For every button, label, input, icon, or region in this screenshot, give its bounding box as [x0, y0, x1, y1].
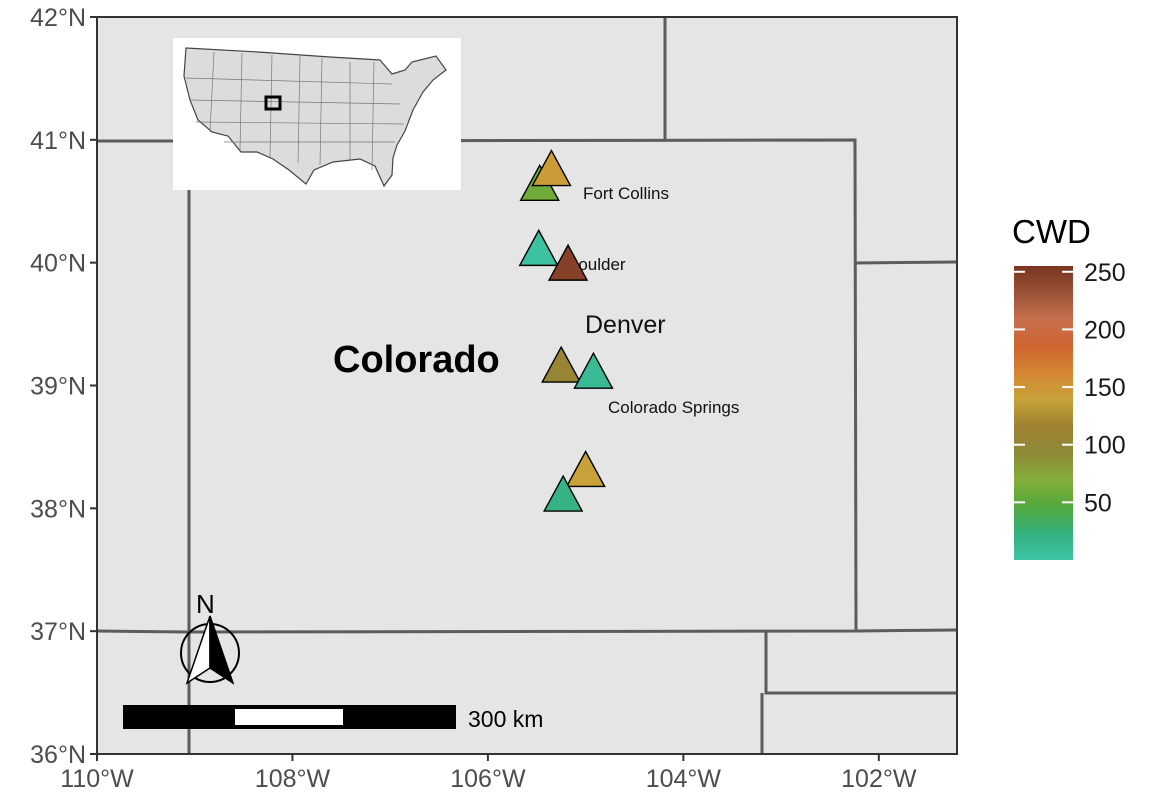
lat-tick-label: 41°N	[30, 127, 86, 155]
north-arrow-label: N	[196, 589, 215, 619]
lon-tick-label: 104°W	[646, 765, 722, 793]
oklahoma-border	[760, 631, 957, 754]
lat-tick-label: 42°N	[30, 4, 86, 32]
latitude-axis: 42°N 41°N 40°N 39°N 38°N 37°N 36°N	[30, 4, 97, 769]
legend-tick-label: 50	[1084, 489, 1112, 517]
cwd-triangle-marker	[565, 450, 606, 488]
cwd-legend: CWD 250 200 150 100 50	[1012, 213, 1126, 560]
cwd-triangle-marker	[531, 149, 572, 187]
cwd-triangle-marker	[518, 228, 559, 267]
lat-tick-label: 36°N	[30, 741, 86, 769]
lat-tick-label: 39°N	[30, 373, 86, 401]
cwd-markers	[518, 149, 614, 512]
cwd-triangle-marker	[541, 345, 582, 383]
lon-tick-label: 108°W	[255, 765, 331, 793]
city-label-colorado-springs: Colorado Springs	[608, 398, 739, 417]
lat-tick-label: 38°N	[30, 495, 86, 523]
usa-outline	[183, 47, 447, 188]
lon-tick-label: 106°W	[450, 765, 526, 793]
cwd-triangle-marker	[547, 243, 589, 281]
legend-tick-label: 150	[1084, 374, 1126, 402]
lat-tick-label: 37°N	[30, 618, 86, 646]
city-label-denver: Denver	[585, 311, 666, 339]
cwd-triangle-marker	[542, 474, 584, 512]
kansas-border	[854, 260, 957, 265]
city-labels: Fort Collins Boulder Denver Colorado Spr…	[567, 184, 739, 417]
city-label-fort-collins: Fort Collins	[583, 184, 669, 203]
lon-tick-label: 110°W	[60, 765, 134, 793]
new-mexico-border	[97, 628, 957, 634]
state-borders	[97, 17, 957, 754]
lat-tick-label: 40°N	[30, 250, 86, 278]
north-arrow: N	[180, 589, 240, 685]
legend-tick-label: 250	[1084, 259, 1126, 287]
scale-bar-label: 300 km	[468, 706, 543, 732]
legend-title: CWD	[1012, 213, 1091, 250]
legend-tick-label: 100	[1084, 432, 1126, 460]
cwd-triangle-marker	[573, 351, 614, 389]
state-label: Colorado	[333, 339, 500, 381]
longitude-axis: 110°W 108°W 106°W 104°W 102°W	[60, 754, 917, 793]
lon-tick-label: 102°W	[841, 765, 917, 793]
legend-colorbar	[1014, 266, 1073, 560]
scale-bar: 300 km	[123, 705, 543, 732]
inset-map	[173, 38, 461, 190]
colorado-locator-box	[264, 95, 282, 111]
legend-tick-label: 200	[1084, 316, 1126, 344]
